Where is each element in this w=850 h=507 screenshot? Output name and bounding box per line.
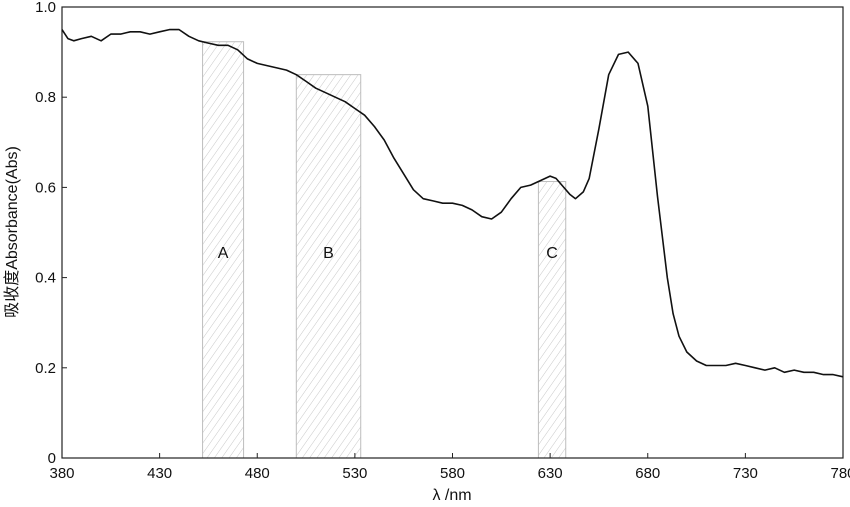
x-axis-title: λ /nm: [432, 487, 471, 504]
y-axis-title: 吸收度Absorbance(Abs): [3, 146, 21, 318]
wavelength-bands: A B C: [202, 41, 567, 459]
absorbance-series: [61, 28, 844, 378]
y-tick-label: 0.4: [35, 270, 56, 287]
y-tick-label: 1.0: [35, 0, 56, 16]
x-tick-label: 630: [538, 465, 563, 482]
y-tick-label: 0.6: [35, 179, 56, 196]
plot-frame: [61, 6, 844, 459]
y-tick-label: 0.2: [35, 360, 56, 377]
x-tick-label: 380: [49, 465, 74, 482]
band-b: [295, 74, 362, 459]
band-label-a: A: [218, 245, 229, 262]
band-a: [202, 41, 245, 459]
band-c: [537, 181, 567, 459]
band-label-b: B: [323, 245, 334, 262]
y-tick-label: 0: [48, 450, 56, 467]
x-tick-label: 680: [635, 465, 660, 482]
axis-ticks: 380 430 480 530 580 630 680 730 780 0 0.2 0.4 0.6 0.8…: [35, 0, 850, 482]
x-tick-label: 430: [147, 465, 172, 482]
absorbance-line: [61, 28, 844, 378]
x-tick-label: 580: [440, 465, 465, 482]
x-tick-label: 730: [733, 465, 758, 482]
y-tick-label: 0.8: [35, 89, 56, 106]
x-tick-label: 780: [830, 465, 850, 482]
x-tick-label: 480: [245, 465, 270, 482]
x-tick-label: 530: [342, 465, 367, 482]
band-label-c: C: [546, 245, 558, 262]
